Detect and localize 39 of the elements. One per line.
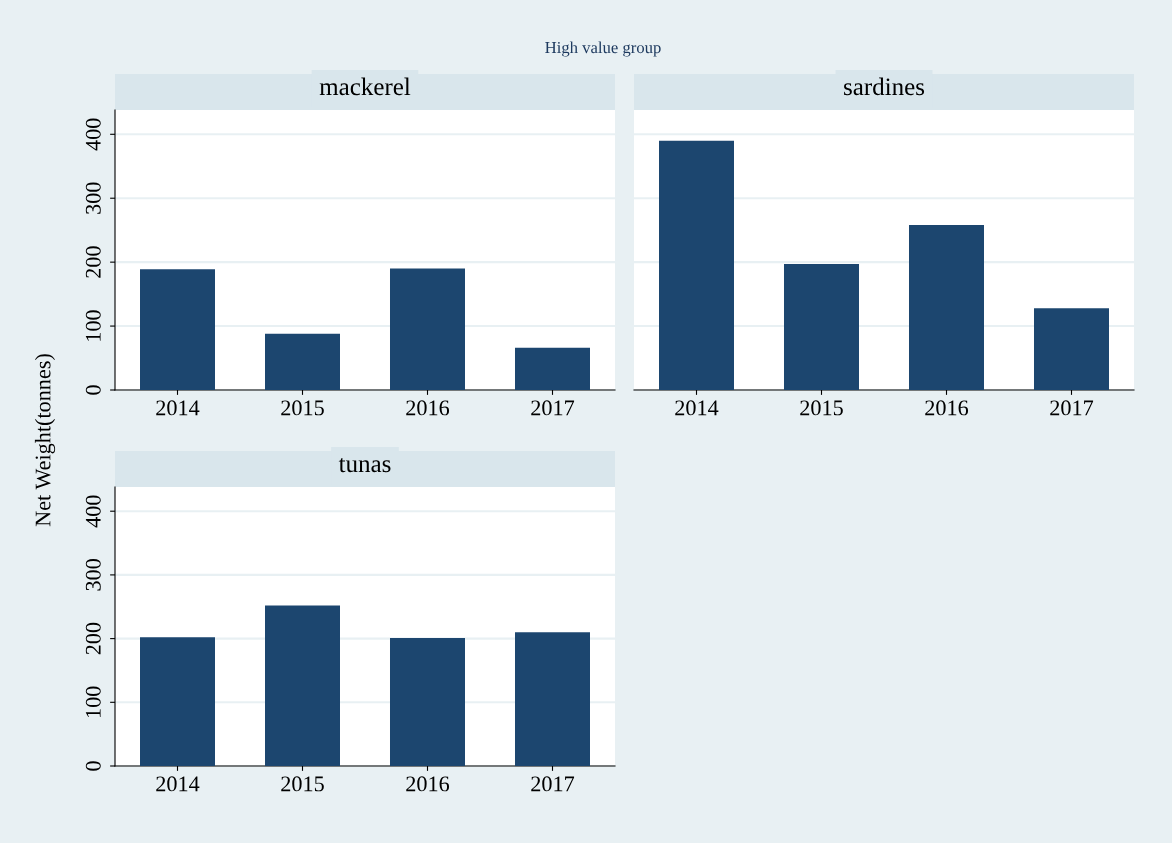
chart-title: mackerel [319,77,411,96]
bar [515,632,590,766]
chart-title: tunas [338,457,391,473]
bar [659,140,734,390]
x-tick-label: 2015 [800,400,843,416]
x-tick-label: 2017 [1050,400,1094,416]
bar [390,268,465,390]
y-tick-label: 400 [85,495,101,528]
y-tick-label: 400 [85,118,101,151]
x-tick-label: 2014 [156,400,200,416]
text: High value group [545,41,661,57]
x-tick-label: 2017 [531,400,575,416]
x-tick-label: 2015 [281,776,324,792]
y-tick-label: 300 [85,559,101,591]
x-tick-label: 2016 [406,400,450,416]
y-tick-label: 100 [85,310,101,341]
bar [390,637,465,766]
bar [140,269,215,390]
x-tick-label: 2014 [156,776,200,792]
x-tick-label: 2016 [925,400,969,416]
bar [265,605,340,766]
y-axis-title: Net Weight(tonnes) [34,354,56,527]
x-tick-label: 2014 [675,400,719,416]
bar [265,333,340,390]
bar [140,637,215,766]
bar [1034,308,1109,390]
bar [515,347,590,390]
x-tick-label: 2016 [406,776,450,792]
x-tick-label: 2017 [531,776,575,792]
x-tick-label: 2015 [281,400,324,416]
y-tick-label: 0 [85,761,101,771]
y-tick-label: 300 [85,182,101,214]
y-tick-label: 0 [85,385,101,395]
bar [784,264,859,390]
y-tick-label: 200 [85,246,101,278]
y-tick-label: 100 [85,686,101,718]
bar [909,225,984,390]
chart-title: sardines [844,77,925,96]
y-tick-label: 200 [85,622,101,655]
